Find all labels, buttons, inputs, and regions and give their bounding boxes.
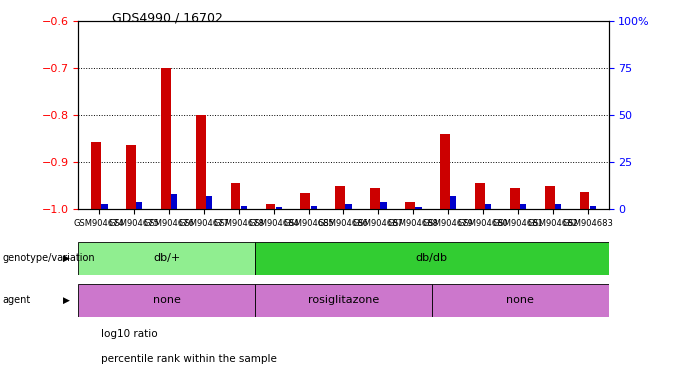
Bar — [380, 202, 387, 209]
Bar — [555, 204, 561, 209]
Bar — [415, 207, 422, 209]
Bar — [255, 284, 432, 317]
Bar — [485, 204, 492, 209]
Bar — [579, 192, 590, 209]
Bar — [275, 207, 282, 209]
Bar — [126, 145, 136, 209]
Bar — [78, 284, 255, 317]
Bar — [101, 204, 107, 209]
Bar — [510, 188, 520, 209]
Bar — [450, 196, 456, 209]
Text: none: none — [507, 295, 534, 306]
Bar — [255, 242, 609, 275]
Bar — [161, 68, 171, 209]
Text: GDS4990 / 16702: GDS4990 / 16702 — [112, 12, 223, 25]
Bar — [78, 242, 255, 275]
Text: db/db: db/db — [415, 253, 448, 263]
Bar — [231, 184, 241, 209]
Text: percentile rank within the sample: percentile rank within the sample — [101, 354, 277, 364]
Bar — [345, 204, 352, 209]
Bar — [171, 194, 177, 209]
Text: db/+: db/+ — [153, 253, 180, 263]
Bar — [266, 204, 275, 209]
Text: log10 ratio: log10 ratio — [101, 329, 158, 339]
Text: agent: agent — [2, 295, 31, 306]
Bar — [405, 202, 415, 209]
Bar — [206, 196, 212, 209]
Bar — [335, 186, 345, 209]
Bar — [371, 188, 380, 209]
Text: ▶: ▶ — [63, 254, 70, 263]
Text: none: none — [153, 295, 180, 306]
Bar — [545, 186, 554, 209]
Bar — [311, 205, 317, 209]
Text: rosiglitazone: rosiglitazone — [308, 295, 379, 306]
Bar — [136, 202, 142, 209]
Bar — [440, 134, 450, 209]
Bar — [196, 115, 205, 209]
Bar — [432, 284, 609, 317]
Bar — [520, 204, 526, 209]
Bar — [91, 142, 101, 209]
Text: ▶: ▶ — [63, 296, 70, 305]
Text: genotype/variation: genotype/variation — [2, 253, 95, 263]
Bar — [475, 184, 485, 209]
Bar — [301, 193, 310, 209]
Bar — [590, 205, 596, 209]
Bar — [241, 205, 247, 209]
